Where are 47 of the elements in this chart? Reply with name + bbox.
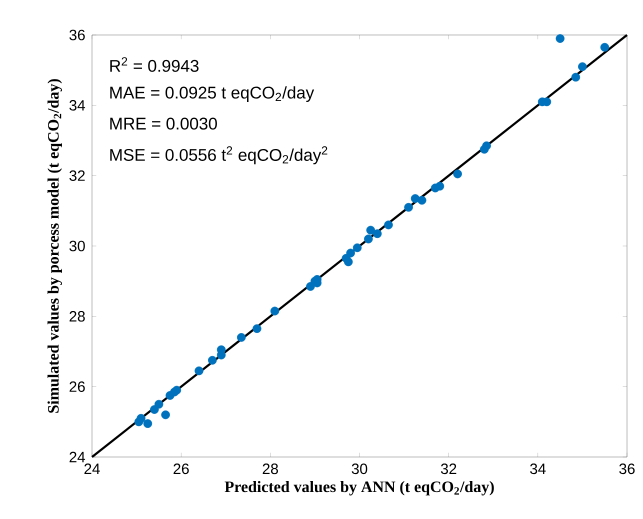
point <box>252 324 262 334</box>
annotation: MRE = 0.0030 <box>110 118 217 130</box>
point <box>435 182 444 191</box>
point <box>404 202 413 212</box>
point <box>236 333 246 342</box>
point <box>372 229 382 238</box>
point <box>270 306 280 316</box>
point <box>154 400 164 409</box>
y-tick-label: 28 <box>70 311 85 322</box>
point <box>600 42 610 52</box>
point <box>384 220 393 230</box>
point <box>143 419 152 428</box>
y-axis-title: Simulated values by porcess model (t eqCO$_{2}$/day) <box>48 79 62 413</box>
point <box>453 170 462 178</box>
x-tick-label: 28 <box>262 464 278 474</box>
x-tick-label: 34 <box>530 464 546 474</box>
point <box>578 62 587 72</box>
point <box>346 248 355 258</box>
point <box>418 196 426 205</box>
x-tick-label: 32 <box>440 464 456 474</box>
annotation: MAE = 0.0925 t eqCO$_{2}$/day <box>110 86 314 102</box>
x-tick-label: 30 <box>352 464 368 474</box>
annotation: MSE = 0.0556 t$^{2}$ eqCO$_{2}$/day$^{2}$ <box>110 146 328 164</box>
point <box>571 72 580 82</box>
point <box>366 226 376 235</box>
point <box>194 366 204 376</box>
point <box>352 243 362 252</box>
y-tick-label: 26 <box>70 381 85 392</box>
y-tick-label: 36 <box>69 30 85 40</box>
x-tick-label: 24 <box>84 464 100 474</box>
y-tick-label: 34 <box>69 100 86 111</box>
x-tick-label: 26 <box>174 464 189 474</box>
point <box>482 141 491 150</box>
point <box>172 386 182 395</box>
y-tick-label: 32 <box>69 170 85 181</box>
point <box>556 34 565 43</box>
y-tick-label: 30 <box>69 240 85 252</box>
point <box>136 414 146 423</box>
point <box>364 234 373 244</box>
x-tick-label: 36 <box>619 464 635 474</box>
point <box>161 410 170 420</box>
x-axis-title: Predicted values by ANN (t eqCO$_{2}$/day) <box>224 480 494 496</box>
y-tick-label: 24 <box>70 452 86 462</box>
point <box>208 356 217 365</box>
annotation: R$^{2}$ = 0.9943 <box>110 57 199 72</box>
point <box>344 257 353 266</box>
point <box>150 405 159 414</box>
